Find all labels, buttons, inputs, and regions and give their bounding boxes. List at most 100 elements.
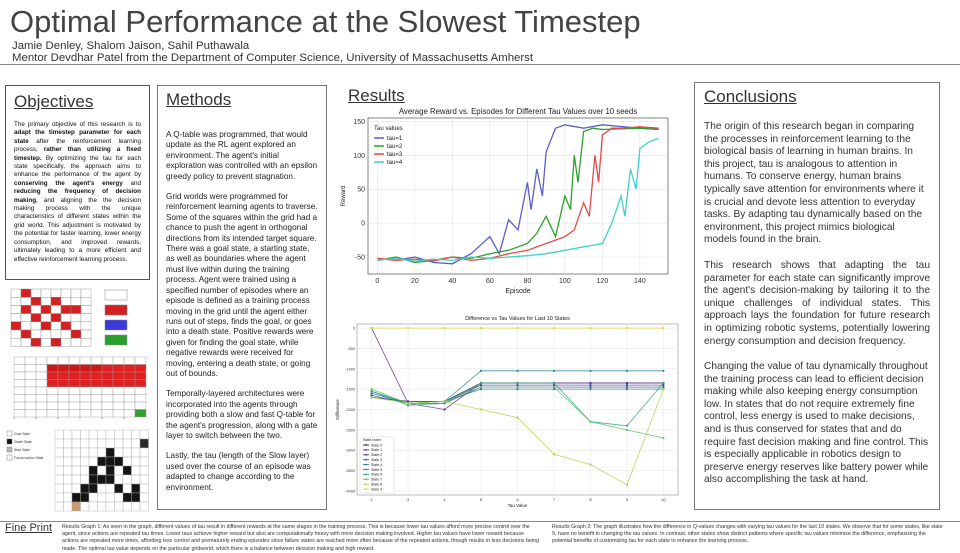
data-point — [406, 400, 410, 403]
y-tick-label: 150 — [353, 119, 365, 126]
grid-cell — [139, 438, 149, 449]
grid-cell — [57, 394, 70, 403]
grid-cell — [63, 429, 73, 440]
legend-entry: State 6 — [371, 473, 382, 477]
grid-cell — [71, 501, 81, 512]
grid-cell — [122, 429, 132, 440]
x-axis-label: Episode — [505, 288, 530, 295]
data-point — [370, 394, 373, 397]
grid-cell — [57, 401, 70, 410]
legend-entry: tau=1 — [387, 136, 403, 142]
grid-cell — [88, 501, 98, 512]
data-point — [662, 326, 665, 330]
grid-cell — [101, 356, 114, 365]
grid-cell — [131, 501, 141, 512]
legend-swatch — [104, 289, 128, 301]
objectives-text-part: , and aligning the the decision making p… — [14, 196, 141, 263]
grid-cell — [105, 447, 115, 458]
grid-cell — [131, 447, 141, 458]
grid-cell — [60, 338, 72, 347]
y-tick-label: -4000 — [345, 489, 355, 493]
grid-cell — [68, 394, 81, 403]
grid-cell — [112, 386, 125, 395]
grid-cell — [131, 483, 141, 494]
grid-cell — [79, 379, 92, 388]
data-point — [662, 386, 665, 389]
grid-cell — [139, 456, 149, 467]
grid-cell — [139, 447, 149, 458]
legend-entry: State 2 — [371, 453, 382, 457]
grid-cell — [54, 483, 64, 494]
grid-cell — [80, 305, 92, 314]
grid-cell — [105, 492, 115, 503]
grid-cell — [30, 329, 42, 339]
y-tick-label: -1000 — [345, 367, 355, 371]
grid-cell — [97, 483, 107, 494]
grid-cell — [46, 394, 59, 403]
grid-cell — [50, 338, 62, 347]
data-point — [662, 381, 665, 385]
grid-cell — [97, 456, 107, 467]
grid-cell — [63, 456, 73, 467]
y-tick-label: -1500 — [345, 388, 355, 392]
results-heading: Results — [348, 86, 405, 105]
data-point — [479, 326, 483, 330]
legend-label: Goal State — [14, 432, 30, 436]
grid-cell — [24, 356, 37, 365]
grid-cell — [80, 483, 90, 494]
grid-cell — [63, 447, 73, 458]
data-point — [662, 369, 665, 372]
grid-cell — [122, 483, 132, 494]
objectives-text-part: The primary objective of this research i… — [14, 121, 141, 128]
grid-cell — [79, 386, 92, 395]
legend-entry: tau=4 — [387, 160, 403, 166]
grid-cell — [24, 371, 37, 380]
grid-cell — [35, 401, 48, 410]
methods-text: A Q-table was programmed, that would upd… — [166, 130, 318, 493]
grid-cell — [50, 296, 62, 306]
grid-cell — [97, 447, 107, 458]
legend-entry: tau=3 — [387, 152, 403, 158]
x-tick-label: 140 — [634, 278, 646, 285]
grid-cell — [60, 288, 72, 298]
legend-label: Forced action State — [14, 456, 44, 460]
grid-cell — [90, 401, 103, 410]
chart-title: Difference vs Tau Values for Last 10 Sta… — [465, 316, 570, 322]
difference-chart: 0 -500 -1000 -1500 -2000 -2500 -3000 -3500 -4000… — [333, 312, 683, 512]
grid-cell — [134, 386, 147, 395]
grid-cell — [112, 401, 125, 410]
data-point — [443, 408, 446, 411]
grid-cell — [139, 483, 149, 494]
data-point — [625, 386, 629, 389]
grid-cell — [79, 364, 92, 373]
legend-marker — [365, 453, 367, 456]
difference-chart-svg: 0 -500 -1000 -1500 -2000 -2500 -3000 -3500 -4000… — [335, 316, 679, 508]
grid-cell — [10, 329, 22, 339]
grid-cell — [114, 483, 124, 494]
grid-cell — [20, 329, 32, 339]
grid-cell — [97, 465, 107, 476]
grid-cell — [139, 465, 149, 476]
grid-cell — [13, 364, 26, 373]
grid-cell — [46, 401, 59, 410]
grid-cell — [68, 401, 81, 410]
grid-cell — [79, 371, 92, 380]
data-point — [589, 369, 592, 372]
data-point — [516, 383, 519, 387]
grid-cell — [24, 394, 37, 403]
grid-cell — [40, 329, 52, 339]
grid-cell — [63, 483, 73, 494]
grid-cell — [122, 465, 132, 476]
grid-cell — [80, 438, 90, 449]
data-point — [516, 416, 519, 419]
legend-marker — [365, 458, 367, 461]
data-point — [589, 326, 592, 330]
grid-cell — [60, 305, 72, 314]
grid-cell — [68, 364, 81, 373]
legend-entry: State 4 — [371, 463, 382, 467]
grid-cell — [114, 474, 124, 485]
grid-cell — [131, 474, 141, 485]
grid-cell — [79, 356, 92, 365]
grid-cell — [13, 379, 26, 388]
authors-block: Jamie Denley, Shalom Jaison, Sahil Putha… — [12, 40, 533, 64]
